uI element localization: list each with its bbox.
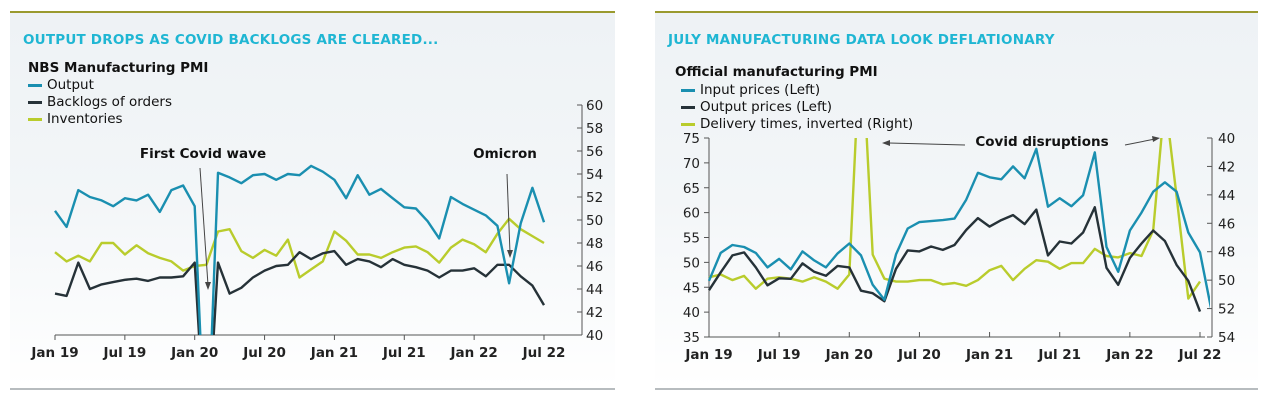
- legend-swatch-output-prices: [681, 106, 695, 109]
- left-y-tick-label: 60: [586, 98, 603, 114]
- annotation-arrow-line: [506, 173, 511, 254]
- right-x-tick-label: Jul 20: [897, 347, 941, 363]
- left-y-tick-label: 58: [586, 121, 603, 137]
- legend-label: Output: [47, 77, 94, 93]
- right-x-tick-label: Jan 20: [825, 347, 873, 363]
- left-x-tick-label: Jan 19: [30, 345, 78, 361]
- series-line-input-prices-left-: [707, 147, 1210, 310]
- legend-label: Backlogs of orders: [47, 94, 173, 110]
- legend-label: Input prices (Left): [700, 82, 821, 98]
- right-right-y-tick-label: 48: [1218, 245, 1235, 261]
- left-y-tick-label: 44: [586, 282, 603, 298]
- right-x-tick-label: Jan 19: [684, 347, 732, 363]
- series-line-backlogs-of-orders: [54, 249, 546, 335]
- annotation-arrow-line: [1124, 138, 1156, 146]
- right-right-y-tick-label: 46: [1218, 216, 1235, 232]
- annotation-covid-disruptions: Covid disruptions: [975, 134, 1108, 150]
- left-chart-panel: OUTPUT DROPS AS COVID BACKLOGS ARE CLEAR…: [10, 11, 615, 390]
- right-right-y-tick-label: 52: [1218, 302, 1235, 318]
- panel-bottom-rule: [10, 388, 615, 390]
- annotation-arrow-line: [199, 167, 209, 286]
- right-x-tick-label: Jan 22: [1105, 347, 1153, 363]
- right-right-y-tick-label: 44: [1218, 188, 1235, 204]
- legend-item-backlogs: Backlogs of orders: [28, 94, 172, 111]
- legend-swatch-delivery: [681, 123, 695, 126]
- left-y-tick-label: 40: [586, 328, 603, 344]
- left-x-tick-label: Jul 20: [242, 345, 286, 361]
- annotation-arrowhead: [882, 140, 890, 146]
- legend-item-inventories: Inventories: [28, 111, 172, 128]
- panel-bottom-rule: [655, 388, 1258, 390]
- right-chart-title: JULY MANUFACTURING DATA LOOK DEFLATIONAR…: [668, 32, 1055, 48]
- annotation-omicron: Omicron: [473, 146, 537, 162]
- right-left-y-tick-label: 45: [683, 280, 700, 296]
- right-left-y-tick-label: 55: [683, 231, 700, 247]
- legend-label: Delivery times, inverted (Right): [700, 116, 914, 132]
- left-x-tick-label: Jan 20: [170, 345, 218, 361]
- left-x-tick-label: Jul 21: [382, 345, 426, 361]
- annotation-arrowhead: [1152, 136, 1160, 142]
- left-x-tick-label: Jul 19: [102, 345, 146, 361]
- right-right-y-tick-label: 42: [1218, 159, 1235, 175]
- right-right-y-tick-label: 50: [1218, 273, 1235, 289]
- series-line-delivery-times-inverted-right-: [708, 138, 1201, 300]
- series-line-inventories: [54, 217, 545, 279]
- left-chart-title: OUTPUT DROPS AS COVID BACKLOGS ARE CLEAR…: [23, 32, 439, 48]
- annotation-arrowhead: [205, 282, 211, 290]
- annotation-arrow-line: [887, 142, 966, 146]
- right-left-y-tick-label: 75: [683, 131, 700, 147]
- legend-swatch-backlogs: [28, 101, 42, 104]
- right-left-y-tick-label: 40: [683, 305, 700, 321]
- left-chart-subtitle: NBS Manufacturing PMI: [28, 60, 209, 76]
- right-left-y-tick-label: 70: [683, 156, 700, 172]
- left-y-tick-label: 48: [586, 236, 603, 252]
- series-line-output-prices-left-: [707, 206, 1202, 313]
- right-left-y-tick-label: 35: [683, 330, 700, 346]
- legend-item-output: Output: [28, 77, 172, 94]
- legend-item-output-prices: Output prices (Left): [681, 99, 913, 116]
- left-y-tick-label: 52: [586, 190, 603, 206]
- right-chart-panel: JULY MANUFACTURING DATA LOOK DEFLATIONAR…: [655, 11, 1258, 390]
- right-chart-subtitle: Official manufacturing PMI: [675, 64, 878, 80]
- right-x-tick-label: Jul 19: [757, 347, 801, 363]
- legend-item-input-prices: Input prices (Left): [681, 82, 913, 99]
- annotation-first-covid-wave: First Covid wave: [140, 146, 266, 162]
- legend-item-delivery-times: Delivery times, inverted (Right): [681, 116, 913, 133]
- right-left-y-tick-label: 60: [683, 206, 700, 222]
- annotation-arrowhead: [507, 250, 513, 258]
- right-right-y-tick-label: 40: [1218, 131, 1235, 147]
- right-right-y-tick-label: 54: [1218, 330, 1235, 346]
- right-left-y-tick-label: 65: [683, 181, 700, 197]
- legend-label: Output prices (Left): [700, 99, 833, 115]
- right-x-tick-label: Jul 21: [1037, 347, 1081, 363]
- left-x-tick-label: Jul 22: [522, 345, 566, 361]
- left-y-tick-label: 42: [586, 305, 603, 321]
- legend-swatch-output: [28, 84, 42, 87]
- left-chart-legend: Output Backlogs of orders Inventories: [28, 77, 172, 128]
- right-x-tick-label: Jan 21: [965, 347, 1013, 363]
- right-left-y-tick-label: 50: [683, 255, 700, 271]
- right-x-tick-label: Jul 22: [1178, 347, 1222, 363]
- left-x-tick-label: Jan 21: [310, 345, 358, 361]
- legend-label: Inventories: [47, 111, 123, 127]
- left-y-tick-label: 46: [586, 259, 603, 275]
- left-y-tick-label: 50: [586, 213, 603, 229]
- legend-swatch-input: [681, 89, 695, 92]
- left-y-tick-label: 54: [586, 167, 603, 183]
- right-chart-legend: Input prices (Left) Output prices (Left)…: [681, 82, 913, 133]
- left-y-tick-label: 56: [586, 144, 603, 160]
- series-line-output: [54, 164, 546, 335]
- left-x-tick-label: Jan 22: [450, 345, 498, 361]
- legend-swatch-inventories: [28, 118, 42, 121]
